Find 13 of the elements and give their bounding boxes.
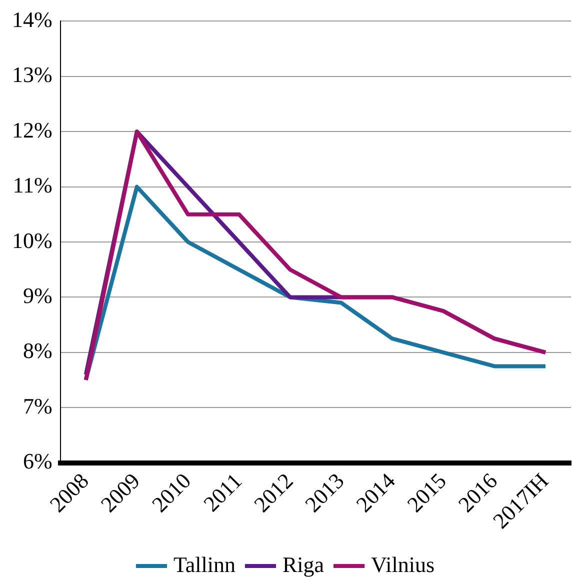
x-tick-label: 2011 <box>198 468 247 516</box>
legend-label: Tallinn <box>173 552 236 577</box>
y-tick-label: 13% <box>12 62 52 88</box>
legend-label: Vilnius <box>371 552 435 577</box>
y-tick-label: 8% <box>23 338 52 364</box>
y-tick-label: 14% <box>12 6 52 32</box>
y-tick-label: 11% <box>12 172 52 198</box>
legend-label: Riga <box>282 552 324 577</box>
y-tick-label: 9% <box>23 282 52 308</box>
y-tick-label: 12% <box>12 117 52 142</box>
y-tick-label: 10% <box>12 228 52 253</box>
y-tick-label: 6% <box>23 448 52 474</box>
y-tick-label: 7% <box>23 393 52 418</box>
